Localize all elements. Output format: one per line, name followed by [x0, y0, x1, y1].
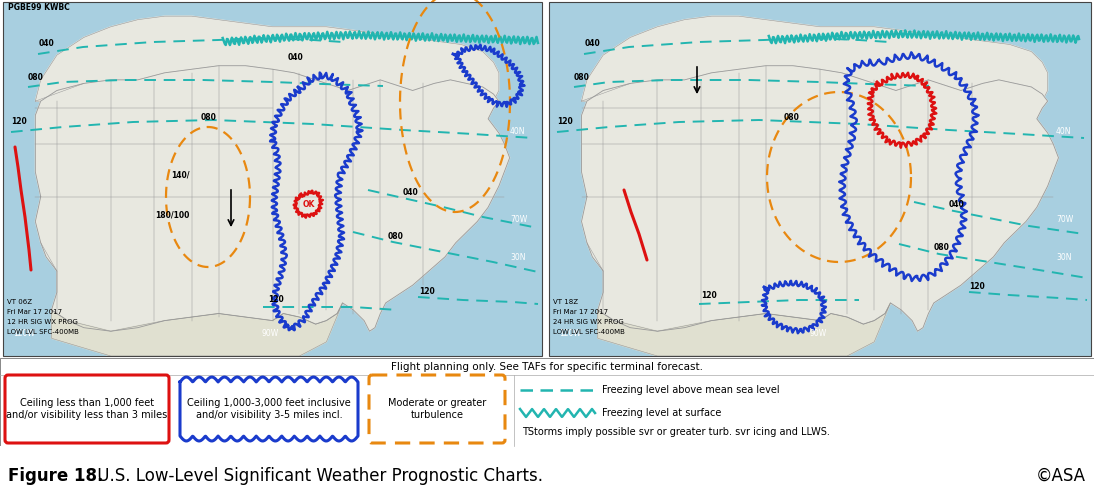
FancyBboxPatch shape [5, 375, 168, 443]
Bar [3, 2, 542, 356]
Text: 24 HR SIG WX PROG: 24 HR SIG WX PROG [552, 319, 624, 325]
Text: 080: 080 [388, 232, 404, 241]
Text: 040: 040 [403, 188, 419, 197]
Polygon shape [597, 303, 891, 356]
Text: 180/100: 180/100 [155, 210, 189, 219]
Text: ©ASA: ©ASA [1036, 467, 1086, 485]
Text: LOW LVL SFC-400MB: LOW LVL SFC-400MB [7, 329, 79, 335]
Bar [3, 2, 542, 356]
Text: 70W: 70W [510, 215, 527, 224]
Text: 70W: 70W [1056, 215, 1073, 224]
Text: Figure 18.: Figure 18. [8, 467, 103, 485]
Polygon shape [51, 303, 342, 356]
Text: VT 18Z: VT 18Z [552, 299, 578, 305]
Polygon shape [582, 66, 1059, 331]
Text: 120W: 120W [559, 329, 581, 338]
Text: 40N: 40N [510, 127, 525, 136]
Text: Fri Mar 17 2017: Fri Mar 17 2017 [552, 309, 608, 315]
Text: 120: 120 [701, 291, 717, 300]
Text: 30N: 30N [1056, 253, 1071, 262]
Text: 080: 080 [201, 113, 217, 122]
Bar [549, 2, 1091, 356]
Text: Fri Mar 17 2017: Fri Mar 17 2017 [7, 309, 62, 315]
Text: 120: 120 [11, 117, 26, 126]
Text: VT 06Z: VT 06Z [7, 299, 32, 305]
Text: LOW LVL SFC-400MB: LOW LVL SFC-400MB [552, 329, 625, 335]
Text: Freezing level at surface: Freezing level at surface [602, 408, 721, 418]
Text: 040: 040 [39, 39, 55, 48]
Polygon shape [35, 16, 499, 108]
Text: 080: 080 [934, 243, 950, 252]
Polygon shape [35, 66, 510, 331]
Text: 120: 120 [969, 282, 985, 291]
Bar [0, 446, 1094, 498]
Text: 90W: 90W [810, 329, 827, 338]
Text: 040: 040 [585, 39, 601, 48]
Text: 90W: 90W [261, 329, 279, 338]
Text: 080: 080 [28, 73, 44, 82]
Text: 140/: 140/ [171, 170, 189, 179]
FancyBboxPatch shape [369, 375, 505, 443]
Text: 040: 040 [288, 53, 304, 62]
Text: 120: 120 [557, 117, 573, 126]
Text: 120W: 120W [13, 329, 35, 338]
Text: Ceiling less than 1,000 feet
and/or visibility less than 3 miles: Ceiling less than 1,000 feet and/or visi… [7, 398, 167, 420]
Bar [549, 2, 1091, 356]
Bar [0, 358, 1094, 446]
Text: 30N: 30N [510, 253, 525, 262]
Text: Moderate or greater
turbulence: Moderate or greater turbulence [388, 398, 486, 420]
Text: 040: 040 [948, 200, 965, 209]
Text: OK: OK [303, 200, 315, 209]
Text: 120: 120 [419, 287, 434, 296]
Text: Freezing level above mean sea level: Freezing level above mean sea level [602, 385, 780, 395]
Text: 080: 080 [574, 73, 590, 82]
Text: 080: 080 [784, 113, 800, 122]
Text: 12 HR SIG WX PROG: 12 HR SIG WX PROG [7, 319, 78, 325]
Text: 40N: 40N [1056, 127, 1071, 136]
Text: Flight planning only. See TAFs for specific terminal forecast.: Flight planning only. See TAFs for speci… [391, 362, 703, 372]
Polygon shape [582, 16, 1048, 108]
Text: TStorms imply possible svr or greater turb. svr icing and LLWS.: TStorms imply possible svr or greater tu… [522, 427, 830, 437]
Text: 120: 120 [268, 295, 283, 304]
Text: PGBE99 KWBC: PGBE99 KWBC [8, 3, 70, 12]
Text: Ceiling 1,000-3,000 feet inclusive
and/or visibility 3-5 miles incl.: Ceiling 1,000-3,000 feet inclusive and/o… [187, 398, 351, 420]
Text: U.S. Low-Level Significant Weather Prognostic Charts.: U.S. Low-Level Significant Weather Progn… [92, 467, 543, 485]
